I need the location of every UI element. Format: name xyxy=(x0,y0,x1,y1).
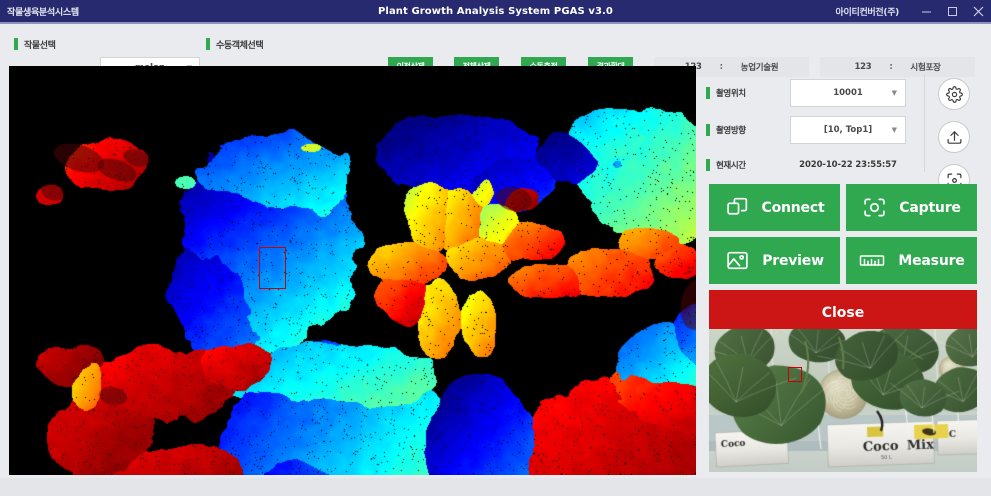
crop-select-label: 작물선택 xyxy=(24,40,56,51)
field-code: 123 xyxy=(854,62,872,72)
shooting-position-group: 촬영위치 10001 ▼ xyxy=(706,78,906,108)
close-button[interactable]: Close xyxy=(709,290,977,335)
title-bar: 작물생육분석시스템 Plant Growth Analysis System P… xyxy=(0,0,991,22)
shooting-position-value: 10001 xyxy=(833,88,863,98)
current-time-group: 현재시간 2020-10-22 23:55:57 xyxy=(706,150,906,180)
object-select-group: 수동객체선택 xyxy=(206,33,264,55)
field-info-field[interactable]: 123 : 시험포장 xyxy=(820,57,975,77)
toolbar: 작물선택 melon ▼ 수동객체선택 leaf ▼ 이전삭제 전체삭제 수동측… xyxy=(0,24,991,99)
close-window-button[interactable] xyxy=(965,0,991,22)
depth-map-image xyxy=(9,66,696,475)
marker-icon xyxy=(206,38,210,50)
current-time-label: 현재시간 xyxy=(716,161,746,171)
marker-icon xyxy=(706,124,710,136)
rgb-preview-photo[interactable] xyxy=(709,329,977,472)
shooting-direction-label: 촬영방향 xyxy=(716,126,746,136)
object-select-label: 수동객체선택 xyxy=(216,40,264,51)
marker-icon xyxy=(706,159,710,171)
action-row-bottom: Preview Measure xyxy=(709,237,977,284)
minimize-button[interactable] xyxy=(913,0,939,22)
shooting-position-label: 촬영위치 xyxy=(716,89,746,99)
upload-icon[interactable] xyxy=(938,121,970,153)
connect-icon xyxy=(726,197,747,215)
capture-label: Capture xyxy=(899,199,961,216)
connect-label: Connect xyxy=(761,199,825,216)
image-icon xyxy=(727,251,748,270)
measure-button[interactable]: Measure xyxy=(846,237,977,284)
action-row-top: Connect Capture xyxy=(709,184,977,231)
current-time-value: 2020-10-22 23:55:57 xyxy=(799,160,897,170)
separator: : xyxy=(719,62,723,72)
chevron-down-icon: ▼ xyxy=(891,126,897,134)
ruler-icon xyxy=(860,255,885,266)
panel-divider xyxy=(924,74,925,172)
marker-icon xyxy=(706,87,710,99)
titlebar-divider xyxy=(0,22,991,24)
connect-button[interactable]: Connect xyxy=(709,184,840,231)
separator: : xyxy=(889,62,893,72)
chevron-down-icon: ▼ xyxy=(891,89,897,97)
shooting-direction-input[interactable]: [10, Top1] ▼ xyxy=(790,116,906,144)
capture-button[interactable]: Capture xyxy=(846,184,977,231)
app-title: 작물생육분석시스템 xyxy=(7,7,79,18)
preview-button[interactable]: Preview xyxy=(709,237,840,284)
rgb-preview-image xyxy=(709,329,977,472)
status-strip xyxy=(0,478,991,496)
company-label: 아이티컨버전(주) xyxy=(835,7,900,18)
measure-label: Measure xyxy=(898,252,965,269)
action-button-grid: Connect Capture xyxy=(709,184,977,335)
depth-map-viewport[interactable] xyxy=(9,66,696,475)
panel-icon-column xyxy=(938,78,982,207)
gear-icon[interactable] xyxy=(938,78,970,110)
marker-icon xyxy=(14,38,18,50)
maximize-button[interactable] xyxy=(939,0,965,22)
shooting-direction-group: 촬영방향 [10, Top1] ▼ xyxy=(706,115,906,145)
shooting-direction-value: [10, Top1] xyxy=(823,125,873,135)
crop-select-group: 작물선택 xyxy=(14,33,56,55)
shooting-position-input[interactable]: 10001 ▼ xyxy=(790,79,906,107)
preview-label: Preview xyxy=(762,252,824,269)
field-name: 시험포장 xyxy=(910,63,941,73)
institute-name: 농업기술원 xyxy=(740,63,779,73)
window-controls: 아이티컨버전(주) xyxy=(836,0,991,22)
camera-focus-icon xyxy=(864,198,886,217)
control-panel: 촬영위치 10001 ▼ 촬영방향 [10, Top1] ▼ 현재시간 2020… xyxy=(706,66,984,475)
